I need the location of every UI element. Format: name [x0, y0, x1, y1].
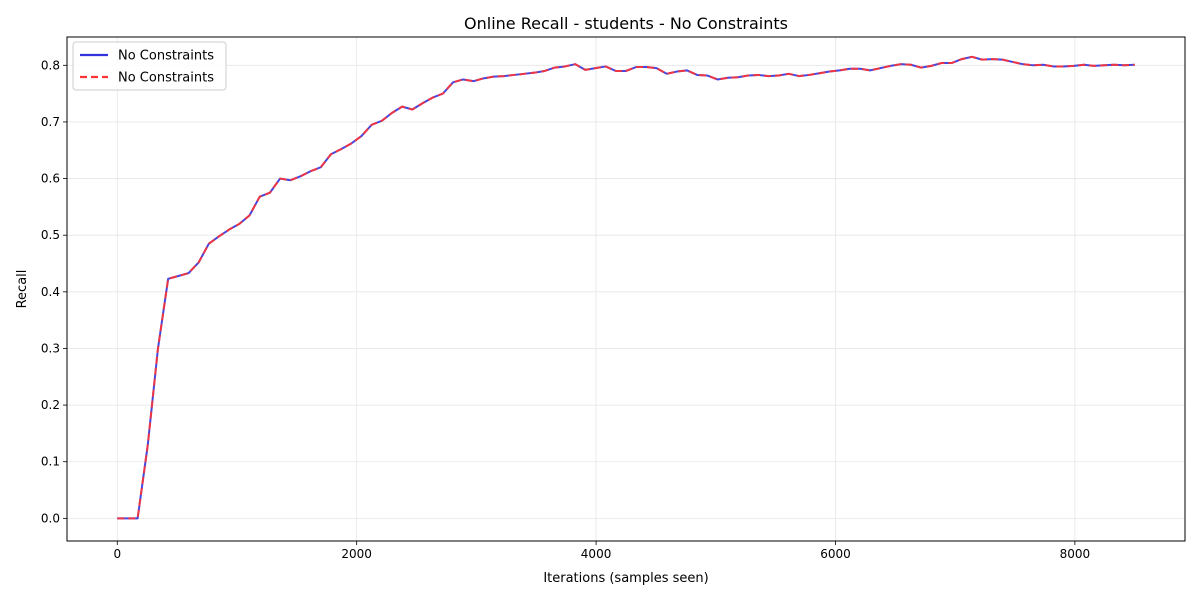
x-tick-label: 6000 [820, 547, 851, 561]
y-tick-label: 0.6 [41, 172, 60, 186]
x-tick-label: 0 [113, 547, 121, 561]
chart-title: Online Recall - students - No Constraint… [464, 14, 788, 33]
x-tick-label: 4000 [581, 547, 612, 561]
grid-layer [67, 37, 1185, 541]
legend-box [72, 41, 227, 91]
y-tick-label: 0.2 [41, 398, 60, 412]
legend-label-1: No Constraints [118, 49, 214, 64]
plot-frame [66, 36, 1186, 542]
series-line-1 [117, 55, 1135, 520]
y-tick-label: 0.3 [41, 341, 60, 355]
series-line-2 [117, 55, 1135, 520]
y-tick-label: 0.8 [41, 58, 60, 72]
y-tick-label: 0.5 [41, 228, 60, 242]
legend-label-2: No Constraints [118, 71, 214, 86]
x-tick-label: 2000 [341, 547, 372, 561]
legend: No Constraints No Constraints [72, 41, 227, 91]
y-tick-label: 0.7 [41, 115, 60, 129]
y-tick-label: 0.1 [41, 455, 60, 469]
y-axis-label: Recall [15, 270, 30, 309]
series-layer [117, 55, 1135, 520]
x-tick-label: 8000 [1060, 547, 1091, 561]
y-tick-label: 0.4 [41, 285, 60, 299]
tick-layer: 0 2000 4000 6000 8000 0.0 0.1 0.2 0.3 0.4 0.5 0.6 0.… [41, 58, 1090, 561]
y-tick-label: 0.0 [41, 511, 60, 525]
x-axis-label: Iterations (samples seen) [543, 571, 708, 586]
